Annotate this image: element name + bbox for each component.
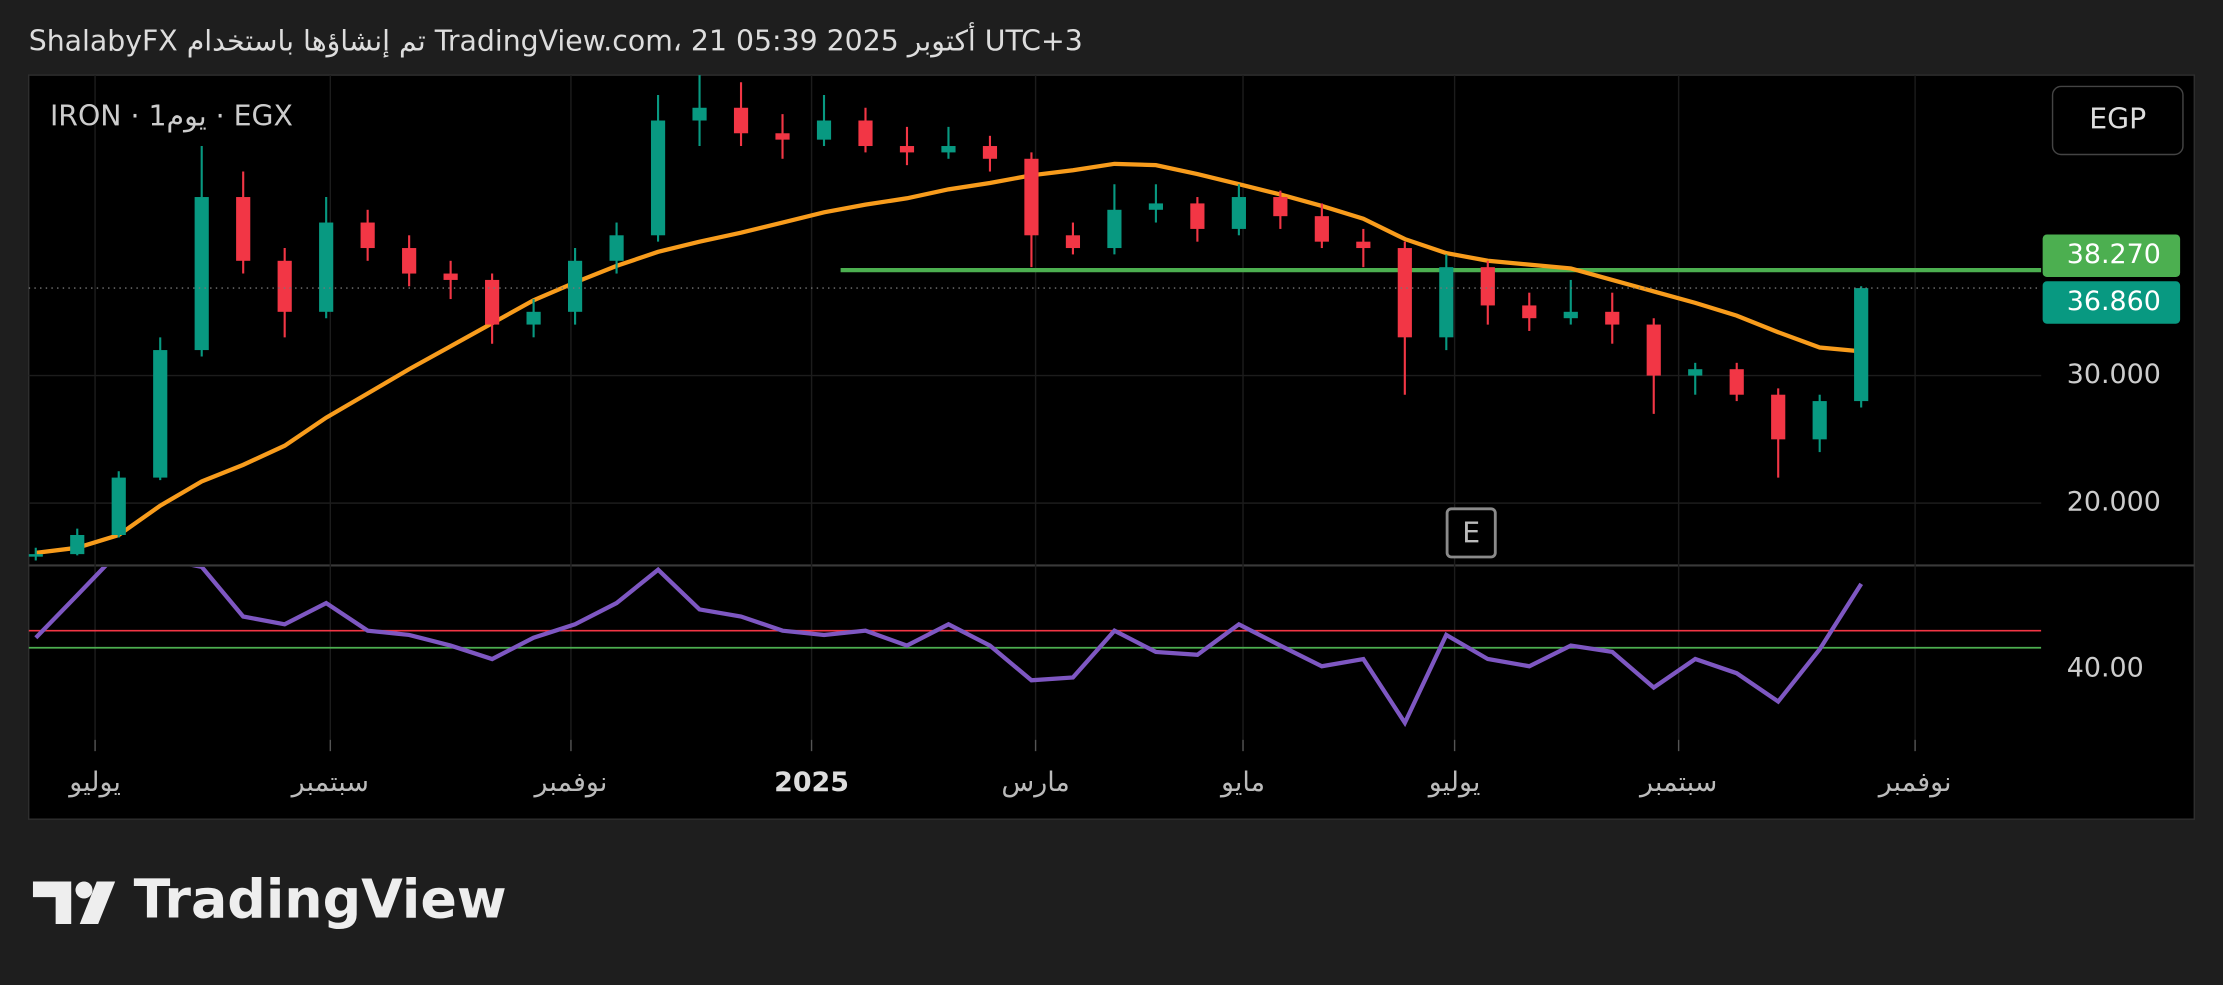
candle-body xyxy=(1480,267,1495,306)
labels: 20.000 30.000 38.270 36.860 E يوليو سبتمبر نوفم… xyxy=(67,234,2181,798)
level-label: 38.270 xyxy=(2067,239,2161,270)
x-tick-label: سبتمبر xyxy=(1638,767,1717,798)
candle-body xyxy=(1522,305,1537,319)
candle-body xyxy=(277,260,292,312)
x-tick-label: سبتمبر xyxy=(290,767,369,798)
candle-body xyxy=(775,133,790,140)
event-marker xyxy=(1445,507,1497,559)
x-tick-label: يوليو xyxy=(67,767,121,798)
footer-brand: TradingView xyxy=(134,867,507,930)
candle-body xyxy=(1065,235,1081,249)
y-tick-label: 20.000 xyxy=(2067,487,2161,518)
candle-body xyxy=(858,120,873,147)
candle-body xyxy=(360,222,375,249)
candle-body xyxy=(194,197,209,351)
candle-body xyxy=(485,279,500,325)
logo-dot xyxy=(75,881,93,899)
candle-body xyxy=(1024,158,1039,236)
candle-body xyxy=(402,248,417,274)
candle-body xyxy=(1605,311,1620,325)
x-tick-label: نوفمبر xyxy=(533,767,608,798)
candle-body xyxy=(1231,197,1246,229)
candle-body xyxy=(526,311,541,325)
candle-body xyxy=(816,120,832,140)
candle-body xyxy=(1148,203,1163,210)
y-tick-label: 40.00 xyxy=(2067,652,2144,683)
candle-body xyxy=(1729,369,1744,395)
header-title: ShalabyFX تم إنشاؤها باستخدام TradingVie… xyxy=(29,22,1083,58)
currency-label[interactable]: EGP xyxy=(2089,102,2146,135)
candle-body xyxy=(609,235,624,261)
candle-body xyxy=(1356,241,1371,249)
last-price-label: 36.860 xyxy=(2067,286,2161,317)
candle-body xyxy=(1273,197,1288,217)
chart-frame xyxy=(28,74,2195,820)
candle-body xyxy=(1397,248,1412,338)
candle-body xyxy=(650,120,666,236)
candle-body xyxy=(28,554,43,557)
candle-body xyxy=(1688,369,1703,376)
candle-body xyxy=(111,477,126,535)
currency-button[interactable] xyxy=(2051,85,2184,156)
candle-body xyxy=(443,273,458,280)
oscillator-pane xyxy=(28,566,2042,728)
logo-mark xyxy=(32,881,72,925)
last-price-box xyxy=(2042,281,2181,324)
candle-body xyxy=(1190,203,1205,229)
x-tick-label: 2025 xyxy=(774,767,849,798)
candle-body xyxy=(236,197,251,261)
symbol-label: IRON · 1يوم · EGX xyxy=(50,100,293,133)
candle-body xyxy=(1812,401,1827,440)
candle-body xyxy=(1771,394,1786,440)
candle-body xyxy=(941,146,956,153)
x-tick-label: مايو xyxy=(1219,767,1265,798)
candle-body xyxy=(982,146,998,159)
logo xyxy=(32,881,116,925)
candle-body xyxy=(568,260,583,312)
x-tick-label: يوليو xyxy=(1427,767,1481,798)
candle-body xyxy=(1854,288,1869,402)
candle-body xyxy=(1439,267,1454,338)
candle-body xyxy=(1563,311,1578,319)
moving-average xyxy=(35,161,1862,555)
x-tick-label: نوفمبر xyxy=(1877,767,1952,798)
y-tick-label: 30.000 xyxy=(2067,359,2161,390)
candle-body xyxy=(1107,209,1122,249)
candle-body xyxy=(319,222,334,312)
candle-body xyxy=(899,146,915,153)
event-label: E xyxy=(1462,516,1480,549)
candle-body xyxy=(733,107,749,134)
oscillator-line xyxy=(34,566,1864,728)
price-pane xyxy=(28,75,2042,561)
candle-body xyxy=(70,534,85,555)
logo-slash xyxy=(79,881,116,925)
candle-body xyxy=(1646,324,1661,376)
x-tick-label: مارس xyxy=(1001,767,1069,798)
candle-body xyxy=(692,107,707,121)
level-label-box xyxy=(2042,234,2181,277)
candle-body xyxy=(153,350,168,478)
candle-body xyxy=(1314,216,1329,242)
